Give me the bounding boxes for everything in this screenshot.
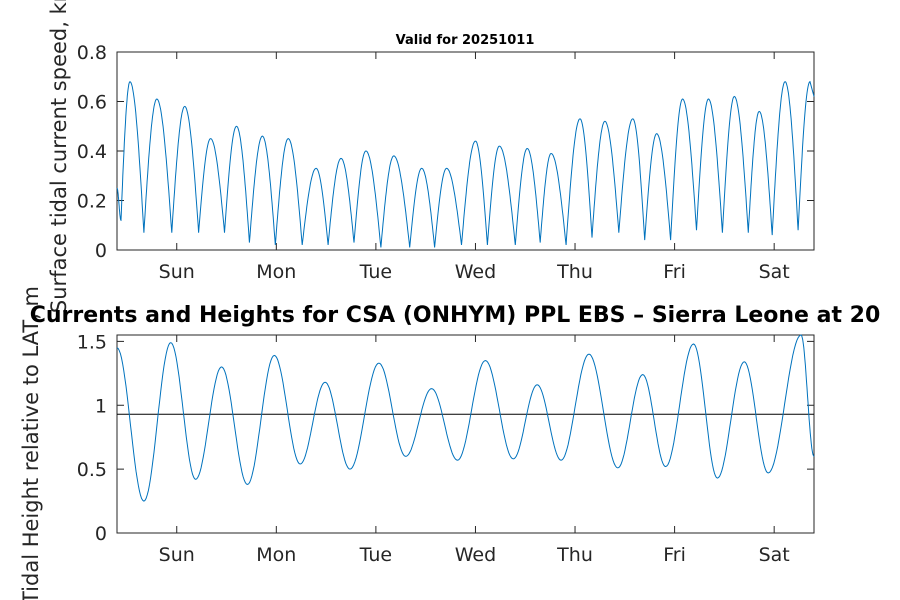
current-speed-x-ticks: Sun Mon Tue Wed Thu Fri Sat xyxy=(159,52,790,283)
y-tick-label: 0.8 xyxy=(77,42,107,64)
y-tick-label: 0.5 xyxy=(77,459,107,481)
x-tick-label: Sun xyxy=(159,261,195,283)
tidal-height-plot-area xyxy=(116,334,815,534)
y-tick-label: 0.6 xyxy=(77,92,107,114)
x-tick-label: Sun xyxy=(159,544,195,566)
y-tick-label: 1 xyxy=(95,395,107,417)
current-speed-series-line xyxy=(116,80,815,248)
x-tick-label: Thu xyxy=(556,544,593,566)
current-speed-axes: 0 0.2 0.4 0.6 0.8 Sun Mon Tue Wed Thu Fri Sat Vali… xyxy=(47,0,815,313)
x-tick-label: Thu xyxy=(556,261,593,283)
x-tick-label: Mon xyxy=(256,544,296,566)
current-speed-plot-area xyxy=(116,51,815,251)
x-tick-label: Tue xyxy=(359,544,392,566)
current-speed-y-axis-label: Surface tidal current speed, kn xyxy=(47,0,71,313)
y-tick-label: 0.2 xyxy=(77,191,107,213)
y-tick-label: 0 xyxy=(95,240,107,262)
tidal-height-x-ticks: Sun Mon Tue Wed Thu Fri Sat xyxy=(159,335,790,566)
x-tick-label: Tue xyxy=(359,261,392,283)
x-tick-label: Fri xyxy=(663,261,686,283)
x-tick-label: Sat xyxy=(759,261,790,283)
tidal-height-axes: 0 0.5 1 1.5 Sun Mon Tue Wed Thu Fri Sat Tidal Hei… xyxy=(19,286,815,600)
current-speed-y-ticks: 0 0.2 0.4 0.6 0.8 xyxy=(77,42,814,262)
y-tick-label: 0.4 xyxy=(77,141,107,163)
x-tick-label: Fri xyxy=(663,544,686,566)
tidal-height-y-ticks: 0 0.5 1 1.5 xyxy=(77,331,814,545)
x-tick-label: Sat xyxy=(759,544,790,566)
current-speed-chart-title: Valid for 20251011 xyxy=(396,33,535,48)
x-tick-label: Wed xyxy=(455,261,496,283)
tidal-height-y-axis-label: Tidal Height relative to LAT, m xyxy=(19,286,43,600)
figure-main-title: Currents and Heights for CSA (ONHYM) PPL… xyxy=(30,303,881,328)
tidal-height-series-line xyxy=(116,334,815,502)
x-tick-label: Mon xyxy=(256,261,296,283)
y-tick-label: 0 xyxy=(95,523,107,545)
x-tick-label: Wed xyxy=(455,544,496,566)
y-tick-label: 1.5 xyxy=(77,331,107,353)
